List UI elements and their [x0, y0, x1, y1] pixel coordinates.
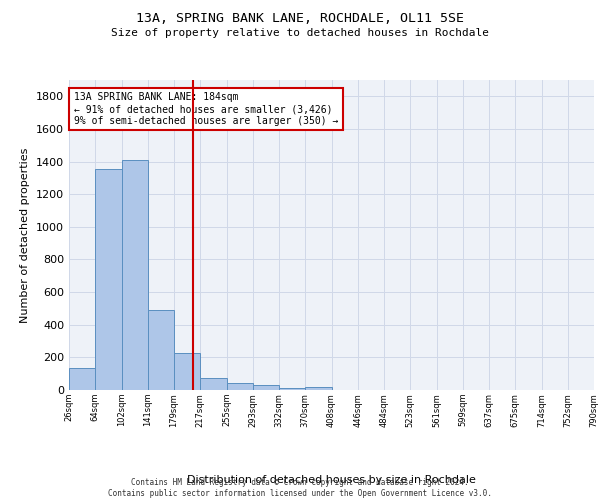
Bar: [305, 386, 331, 390]
Bar: [174, 354, 200, 390]
Bar: [148, 310, 174, 390]
Bar: [69, 368, 95, 390]
X-axis label: Distribution of detached houses by size in Rochdale: Distribution of detached houses by size …: [187, 476, 476, 486]
Bar: [227, 382, 253, 390]
Bar: [121, 160, 148, 390]
Bar: [95, 169, 121, 390]
Bar: [253, 386, 279, 390]
Bar: [279, 388, 305, 390]
Text: 13A, SPRING BANK LANE, ROCHDALE, OL11 5SE: 13A, SPRING BANK LANE, ROCHDALE, OL11 5S…: [136, 12, 464, 26]
Y-axis label: Number of detached properties: Number of detached properties: [20, 148, 31, 322]
Text: Size of property relative to detached houses in Rochdale: Size of property relative to detached ho…: [111, 28, 489, 38]
Text: Contains HM Land Registry data © Crown copyright and database right 2024.
Contai: Contains HM Land Registry data © Crown c…: [108, 478, 492, 498]
Bar: [200, 378, 227, 390]
Text: 13A SPRING BANK LANE: 184sqm
← 91% of detached houses are smaller (3,426)
9% of : 13A SPRING BANK LANE: 184sqm ← 91% of de…: [74, 92, 338, 126]
